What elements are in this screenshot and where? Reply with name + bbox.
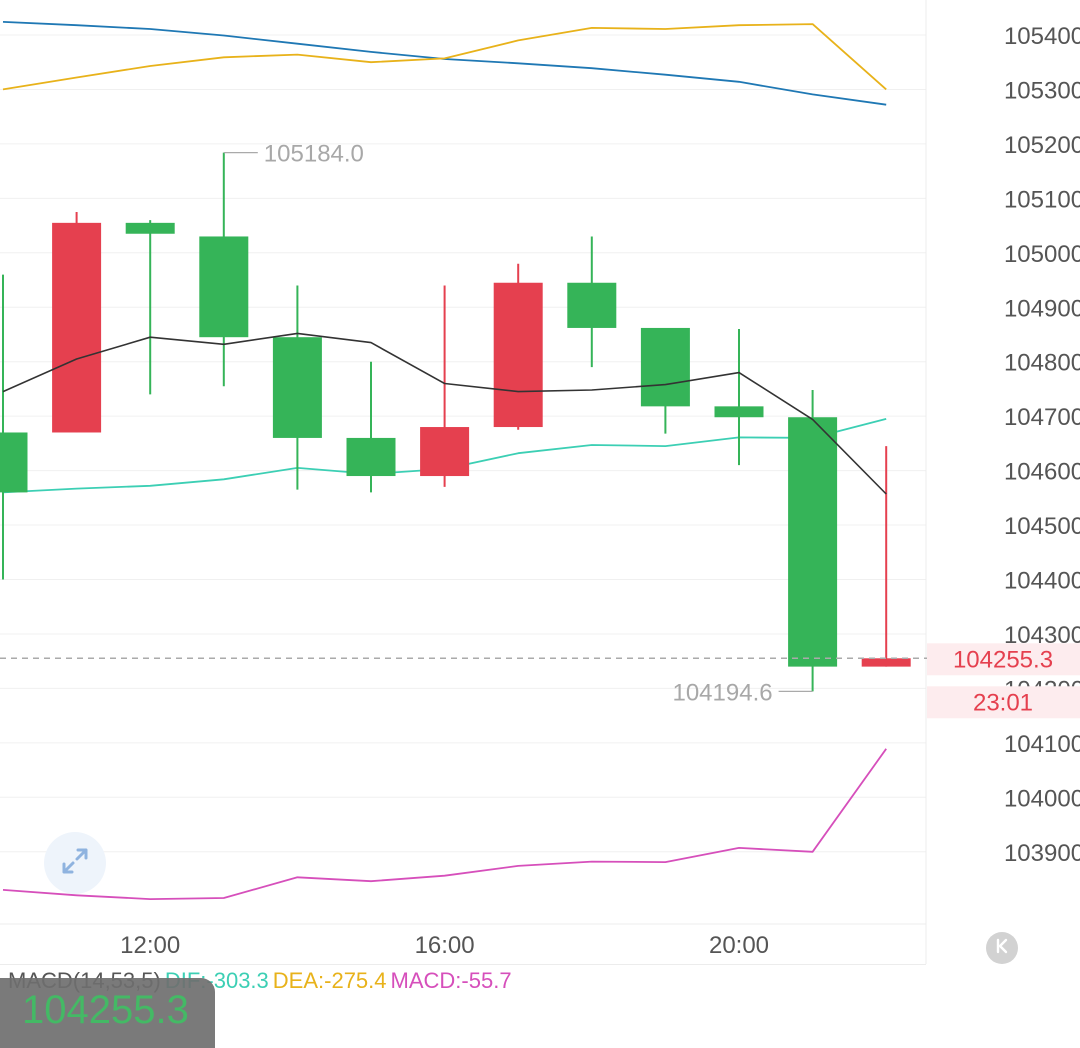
y-tick-label: 105100 [1004, 186, 1080, 213]
x-tick-label: 12:00 [120, 932, 180, 959]
ma-orange-line [2, 23, 887, 91]
high-marker-label: 105184.0 [264, 141, 364, 168]
y-tick-label: 104400 [1004, 568, 1080, 595]
candlestick-chart: 105184.0 104194.6 105400 105300 105200 105100… [0, 0, 1080, 964]
candle-up [420, 427, 470, 477]
candle-down [567, 282, 617, 328]
y-tick-label: 104000 [1004, 785, 1080, 812]
ma-blue-line [2, 21, 887, 106]
candle-down [199, 236, 249, 338]
x-tick-label: 20:00 [709, 932, 769, 959]
candle-down [640, 327, 690, 407]
candle-up [861, 658, 911, 667]
candle-down [125, 222, 175, 234]
countdown-label: 23:01 [973, 689, 1033, 716]
candle-down [346, 437, 396, 477]
y-tick-label: 104500 [1004, 513, 1080, 540]
candle-up [493, 282, 543, 428]
current-price-box[interactable]: 104255.3 [0, 978, 215, 1048]
y-tick-label: 104900 [1004, 295, 1080, 322]
candle-down [272, 337, 322, 438]
candle-down [788, 417, 838, 667]
y-tick-label: 105300 [1004, 77, 1080, 104]
y-tick-label: 104100 [1004, 731, 1080, 758]
y-tick-label: 105200 [1004, 132, 1080, 159]
expand-icon [58, 844, 92, 883]
countdown-tag [927, 686, 1080, 719]
y-tick-label: 105000 [1004, 241, 1080, 268]
x-tick-label: 16:00 [415, 932, 475, 959]
expand-button[interactable] [44, 832, 106, 894]
candle-down [0, 432, 28, 493]
macd-dea: DEA:-275.4 [272, 968, 387, 993]
y-tick-label: 104800 [1004, 350, 1080, 377]
current-price-value: 104255.3 [22, 988, 189, 1032]
last-price-tag [927, 643, 1080, 676]
macd-line [2, 748, 887, 900]
y-tick-label: 104600 [1004, 459, 1080, 486]
y-tick-label: 104700 [1004, 404, 1080, 431]
chevron-left-double-icon [993, 937, 1011, 960]
y-tick-label: 103900 [1004, 840, 1080, 867]
macd-value: MACD:-55.7 [390, 968, 512, 993]
candle-up [52, 222, 102, 433]
panel-divider [0, 964, 926, 965]
ma-black-line [2, 332, 887, 495]
low-marker-label: 104194.6 [672, 679, 772, 706]
y-tick-label: 105400 [1004, 23, 1080, 50]
last-price-label: 104255.3 [953, 646, 1053, 673]
scroll-to-latest-button[interactable] [986, 932, 1018, 964]
candle-down [714, 406, 764, 418]
